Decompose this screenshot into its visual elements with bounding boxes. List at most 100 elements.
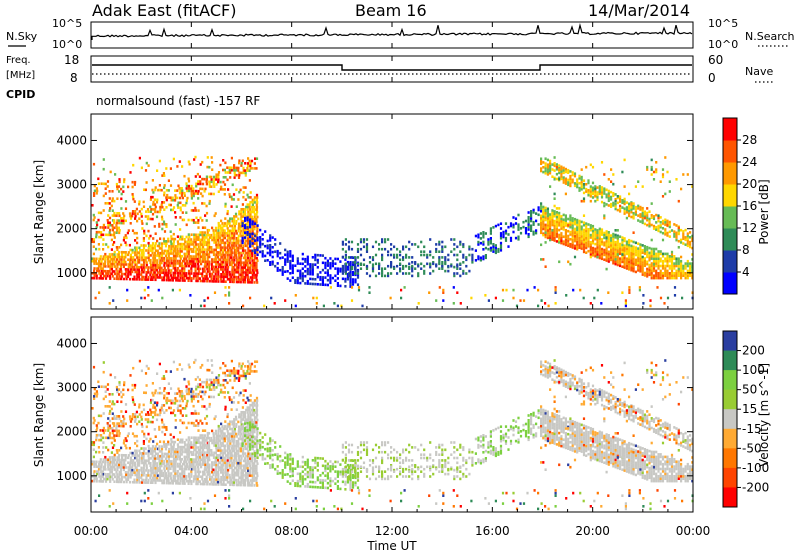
power-cell xyxy=(668,190,671,193)
velocity-cell xyxy=(201,439,204,442)
power-cell xyxy=(117,277,120,281)
power-cell xyxy=(174,196,177,200)
velocity-cell xyxy=(181,407,184,410)
power-cell xyxy=(233,166,236,170)
velocity-cell xyxy=(160,464,163,468)
power-cell xyxy=(194,262,197,266)
power-cell xyxy=(217,180,220,184)
power-cell xyxy=(417,302,420,305)
power-cell xyxy=(120,207,123,210)
power-cell xyxy=(187,250,190,253)
power-cell xyxy=(414,262,417,266)
power-cell xyxy=(347,240,351,244)
power-cell xyxy=(160,271,163,274)
power-cell xyxy=(542,205,545,209)
velocity-cell xyxy=(154,462,157,465)
power-cell xyxy=(438,240,441,244)
velocity-cell xyxy=(102,458,105,461)
power-cell xyxy=(253,266,256,270)
power-cell xyxy=(682,232,685,236)
power-cell xyxy=(152,254,155,257)
power-cell xyxy=(143,288,146,292)
velocity-cell xyxy=(170,411,173,415)
power-cell xyxy=(558,168,561,171)
power-cell xyxy=(351,270,355,274)
power-cell xyxy=(484,294,487,297)
velocity-cell xyxy=(156,474,159,477)
power-cell xyxy=(242,229,245,233)
velocity-cell xyxy=(102,468,105,471)
power-cell xyxy=(643,274,646,277)
velocity-cell xyxy=(193,441,196,444)
power-cell xyxy=(315,302,318,305)
power-cell xyxy=(655,221,658,224)
power-cell xyxy=(524,219,528,223)
power-cell xyxy=(170,242,173,246)
power-cell xyxy=(489,227,492,230)
power-cell xyxy=(203,304,206,308)
power-cell xyxy=(169,252,173,255)
power-cell xyxy=(116,185,119,188)
power-cell xyxy=(138,278,141,281)
power-cell xyxy=(514,222,518,225)
velocity-cell xyxy=(163,469,166,473)
velocity-cell xyxy=(195,455,198,459)
power-cell xyxy=(555,220,558,224)
power-cell xyxy=(479,256,482,260)
power-cell xyxy=(256,271,259,275)
power-cell xyxy=(198,175,201,178)
velocity-cell xyxy=(119,470,122,474)
power-cell xyxy=(163,208,166,211)
power-cell xyxy=(197,238,200,241)
power-cell xyxy=(232,219,236,223)
power-cell xyxy=(219,188,222,191)
velocity-cell xyxy=(192,397,195,401)
power-cell xyxy=(453,274,456,278)
power-cell xyxy=(524,229,528,232)
velocity-cell xyxy=(161,462,164,465)
power-cell xyxy=(569,225,572,229)
power-cell xyxy=(569,262,572,266)
power-cell xyxy=(143,232,146,235)
power-cell xyxy=(664,259,667,263)
power-cell xyxy=(560,224,563,227)
velocity-cell xyxy=(176,465,180,468)
velocity-cell xyxy=(204,390,207,394)
power-cell xyxy=(247,164,250,168)
power-cell xyxy=(157,288,160,292)
power-cell xyxy=(185,211,188,214)
power-cell xyxy=(206,245,209,249)
power-cell xyxy=(217,241,220,244)
velocity-heatmap xyxy=(91,358,694,511)
power-cell xyxy=(576,183,579,186)
power-cell xyxy=(165,261,168,265)
velocity-cell xyxy=(161,421,164,424)
power-cell xyxy=(123,236,126,239)
velocity-cell xyxy=(115,427,118,430)
power-cell xyxy=(165,196,168,199)
power-cell xyxy=(540,258,543,261)
power-cell xyxy=(213,236,216,239)
power-cell xyxy=(468,269,471,273)
power-cell xyxy=(585,224,588,228)
power-cell xyxy=(522,225,525,229)
power-cell xyxy=(673,264,676,268)
power-cell xyxy=(551,163,554,166)
power-cell xyxy=(349,270,352,274)
power-cell xyxy=(610,241,613,245)
power-cell xyxy=(162,237,165,241)
velocity-cell xyxy=(163,433,167,436)
power-cell xyxy=(240,268,243,272)
power-cell xyxy=(614,240,617,244)
velocity-cell xyxy=(150,411,153,414)
power-cell xyxy=(129,263,132,266)
velocity-cell xyxy=(131,480,135,484)
power-cell xyxy=(151,249,154,252)
power-cell xyxy=(371,263,375,266)
power-cell xyxy=(359,253,363,257)
power-cell xyxy=(142,244,146,247)
power-cell xyxy=(291,257,294,260)
velocity-cell xyxy=(192,404,195,408)
power-cell xyxy=(542,217,545,221)
velocity-cell xyxy=(93,462,96,466)
